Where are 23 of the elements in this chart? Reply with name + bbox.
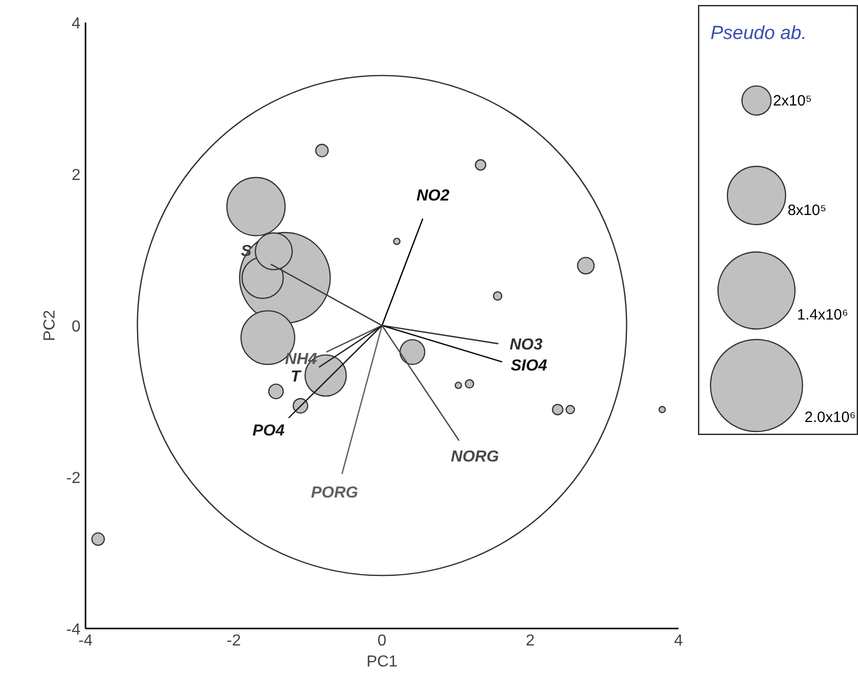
series-label: NO2: [416, 188, 450, 205]
series-label: NO3: [510, 336, 543, 354]
x-tick-label: 2: [526, 632, 535, 650]
series-label: T: [290, 368, 302, 386]
legend-label: 8x10⁵: [788, 202, 826, 220]
x-axis-title: PC1: [366, 654, 398, 670]
y-tick-label: -2: [66, 470, 81, 487]
y-tick-label: 2: [72, 167, 81, 184]
x-tick-label: 4: [674, 632, 684, 650]
series-label: PORG: [310, 484, 358, 502]
x-tick-label: 0: [378, 632, 387, 650]
y-tick-label: 0: [72, 318, 81, 336]
legend-title: Pseudo ab.: [710, 23, 807, 44]
y-tick-label: 4: [72, 16, 81, 32]
legend-label: 1.4x10⁶: [796, 306, 848, 324]
series-label: PO4: [252, 422, 285, 440]
x-tick-label: -2: [226, 632, 241, 650]
legend-label: 2x10⁵: [773, 92, 812, 110]
series-label: NORG: [450, 448, 499, 466]
y-tick-label: -4: [66, 622, 81, 638]
y-axis-title: PC2: [41, 310, 58, 342]
series-label: SIO4: [510, 358, 548, 375]
legend-label: 2.0x10⁶: [804, 409, 856, 426]
